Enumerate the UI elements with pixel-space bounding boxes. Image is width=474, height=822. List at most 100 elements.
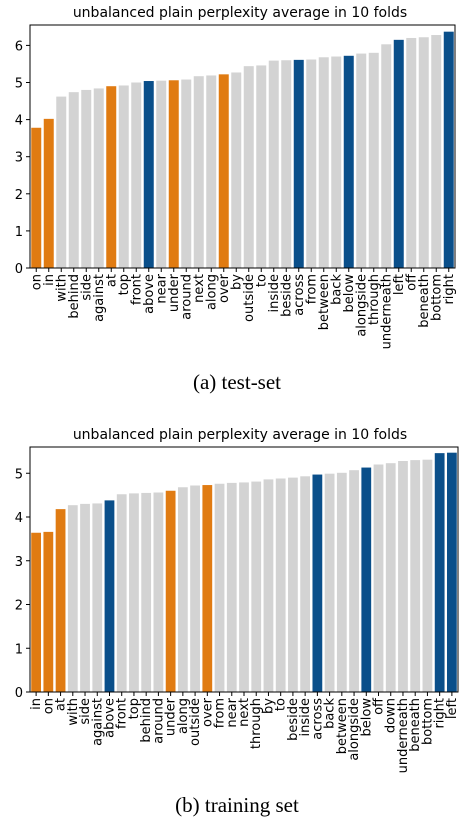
bar-across (312, 474, 323, 692)
y-tick-label: 0 (15, 262, 23, 277)
x-tick-label: back (323, 698, 338, 729)
x-tick-label: behind (67, 274, 82, 319)
chart-a-title: unbalanced plain perplexity average in 1… (73, 5, 407, 21)
bar-under (165, 490, 176, 692)
x-tick-label: front (115, 698, 130, 729)
x-tick-label: from (304, 274, 319, 304)
bar-through (368, 52, 379, 268)
bar-side (81, 89, 92, 268)
caption-test-set: (a) test-set (192, 370, 282, 394)
bar-near (156, 80, 167, 269)
y-tick-label: 0 (15, 686, 23, 701)
bar-below (343, 55, 354, 268)
x-tick-label: to (254, 274, 269, 287)
x-tick-label: under (167, 273, 182, 312)
bar-right (434, 453, 445, 693)
y-tick-label: 2 (15, 188, 23, 203)
chart-b-plot-frame (29, 446, 459, 693)
x-tick-label: across (292, 274, 307, 316)
x-tick-label: off (372, 697, 387, 715)
x-tick-label: next (192, 274, 207, 303)
x-tick-label: under (164, 697, 179, 736)
x-tick-label: at (54, 698, 69, 711)
x-tick-label: through (249, 698, 264, 749)
x-tick-label: against (92, 274, 107, 322)
x-tick-label: along (204, 274, 219, 310)
x-tick-label: above (102, 698, 117, 738)
bar-behind (141, 492, 152, 692)
x-tick-label: at (104, 274, 119, 287)
bar-top (129, 493, 139, 693)
bar-bottom (422, 459, 433, 692)
bar-around (181, 79, 192, 268)
bar-back (331, 56, 342, 268)
y-tick-label: 3 (15, 555, 23, 570)
bar-off (373, 464, 384, 692)
chart-b-title: unbalanced plain perplexity average in 1… (73, 427, 407, 443)
bar-along (177, 487, 188, 692)
bar-front (116, 494, 127, 692)
bar-over (202, 485, 213, 692)
bar-from (306, 59, 317, 268)
bar-behind (68, 92, 79, 269)
x-tick-label: right (433, 698, 448, 729)
bar-right (443, 31, 454, 269)
bar-beneath (410, 460, 421, 693)
bar-across (293, 59, 304, 269)
x-tick-label: with (54, 274, 69, 302)
x-tick-label: with (66, 698, 81, 726)
bar-bottom (431, 35, 442, 268)
x-tick-label: beneath (417, 274, 432, 328)
x-tick-label: below (359, 698, 374, 737)
bar-at (106, 86, 117, 269)
x-tick-label: above (142, 274, 157, 314)
bar-against (92, 503, 103, 692)
bar-in (43, 118, 54, 268)
bar-with (67, 505, 78, 692)
bar-on (43, 531, 54, 693)
chart-b-y-axis: 0 1 2 3 4 5 (15, 467, 30, 701)
y-tick-label: 2 (15, 599, 23, 614)
x-tick-label: back (329, 274, 344, 305)
x-tick-label: bottom (429, 274, 444, 321)
x-tick-label: right (442, 274, 457, 305)
bar-outside (243, 66, 254, 269)
bar-over (218, 74, 229, 268)
bar-left (393, 39, 404, 269)
caption-training-set: (b) training set (175, 793, 299, 817)
bar-with (56, 96, 67, 268)
bar-above (143, 81, 154, 269)
chart-a-plot-frame (29, 24, 456, 269)
x-tick-label: below (342, 274, 357, 313)
x-tick-label: from (213, 698, 228, 728)
y-tick-label: 5 (15, 467, 23, 482)
x-tick-label: left (445, 698, 460, 719)
x-tick-label: in (29, 698, 44, 710)
bar-off (406, 37, 417, 269)
x-tick-label: by (261, 698, 276, 714)
x-tick-label: behind (139, 698, 154, 743)
bar-at (55, 509, 66, 693)
bar-by (231, 72, 242, 269)
y-tick-label: 1 (15, 642, 23, 657)
x-tick-label: through (367, 274, 382, 325)
bar-along (206, 75, 217, 268)
x-tick-label: across (310, 698, 325, 740)
x-tick-label: alongside (347, 698, 362, 761)
x-tick-label: over (217, 273, 232, 303)
bar-side (80, 503, 90, 693)
x-tick-label: inside (298, 698, 313, 737)
x-tick-label: between (317, 274, 332, 330)
x-tick-label: to (274, 698, 289, 711)
x-tick-label: underneath (379, 274, 394, 349)
bar-through (251, 481, 262, 692)
bar-to (256, 65, 267, 268)
x-tick-label: near (154, 273, 169, 303)
x-tick-label: on (29, 274, 44, 290)
x-tick-label: between (335, 698, 350, 754)
x-tick-label: on (41, 698, 56, 714)
bar-to (275, 478, 286, 692)
x-tick-label: by (229, 274, 244, 290)
bar-inside (268, 60, 279, 269)
